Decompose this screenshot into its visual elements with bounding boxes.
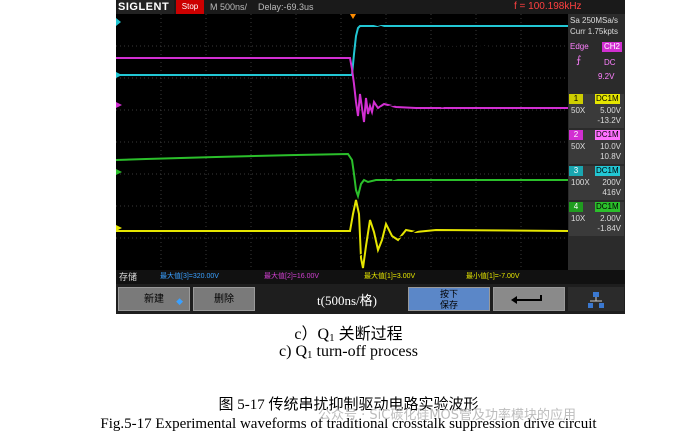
trigger-level: 9.2V	[598, 72, 615, 81]
channel-4-tag: 4	[569, 202, 583, 212]
trace-vgs-high	[116, 57, 568, 123]
channel-1-offset: -13.2V	[597, 116, 621, 125]
ids-label-scale: (5A/格)	[454, 157, 493, 171]
trigger-mode[interactable]: Edge	[570, 42, 589, 51]
channel-2-scale: 10.0V	[600, 142, 621, 151]
scope-brand: SIGLENT	[118, 0, 174, 14]
channel-1-scale: 5.00V	[600, 106, 621, 115]
ch1-ground-marker	[116, 225, 122, 231]
watermark: 公众号 · SiC碳化硅MOS管及功率模块的应用	[318, 408, 577, 423]
channel-1-coupling: DC1M	[595, 94, 620, 104]
record-length: Curr 1.75kpts	[570, 27, 619, 36]
subfigure-caption-cn-pre: c）Q	[294, 326, 330, 343]
subfigure-caption-en-sub: 1	[307, 349, 313, 361]
save-button-line-2: 保存	[439, 300, 458, 310]
channel-2-probe: 50X	[571, 142, 586, 151]
vds-annotation: VdsH(200V/格)	[422, 33, 494, 51]
channel-4-offset: -1.84V	[597, 224, 621, 233]
channel-4-box[interactable]: 4 DC1M 10X 2.00V -1.84V	[569, 202, 624, 236]
vgsl-label-scale: (5V/格)	[468, 212, 507, 226]
vgs-label-sub: gsH	[440, 98, 454, 108]
menu-title: 存储	[119, 272, 138, 282]
oscilloscope-screen: SIGLENT Stop M 500ns/ Delay:-69.3us f = …	[116, 0, 625, 314]
subfigure-caption-en-post: turn-off process	[312, 343, 418, 360]
channel-3-probe: 100X	[571, 178, 590, 187]
new-button-label: 新建	[144, 294, 164, 305]
timebase-readout[interactable]: M 500ns/	[210, 2, 248, 12]
channel-3-box[interactable]: 3 DC1M 100X 200V 416V	[569, 166, 624, 200]
trigger-state-badge[interactable]: Stop	[176, 0, 204, 14]
ch2-ground-marker	[116, 102, 122, 108]
peak-max-annotation: 3.0V	[380, 195, 404, 209]
measurement-max-ch3: 最大值[3]=320.00V	[160, 273, 219, 280]
new-button[interactable]: 新建 ◆	[118, 287, 190, 311]
frequency-readout: f = 100.198kHz	[514, 1, 582, 12]
channel-2-tag: 2	[569, 130, 583, 140]
vds-label-sub: dsH	[430, 42, 444, 52]
channel-1-probe: 50X	[571, 106, 586, 115]
ids-label-sub: dsH	[441, 164, 455, 174]
add-icon: ◆	[176, 296, 183, 306]
measurement-min-ch1: 最小值[1]=-7.00V	[466, 273, 520, 280]
time-axis-label: t(500ns/格)	[317, 293, 377, 308]
vgsl-label-main: V	[448, 212, 457, 226]
channel-info-panel: Sa 250MSa/s Curr 1.75kpts Edge CH2 ⨍ DC …	[568, 14, 625, 270]
return-arrow-icon	[511, 295, 542, 304]
save-button-line-1: 按下	[439, 289, 458, 299]
channel-3-scale: 200V	[602, 178, 621, 187]
ids-label-main: i	[438, 157, 442, 171]
waveform-display	[116, 14, 568, 270]
trigger-source[interactable]: CH2	[602, 42, 623, 52]
channel-2-coupling: DC1M	[595, 130, 620, 140]
subfigure-caption-cn: c）Q1 关断过程	[0, 320, 697, 344]
delay-readout[interactable]: Delay:-69.3us	[258, 2, 314, 12]
vds-label-scale: (200V/格)	[443, 35, 494, 49]
figure-caption-cn: 图 5-17 传统串扰抑制驱动电路实验波形	[218, 397, 479, 413]
peak-min-annotation: -7.0V	[308, 252, 336, 266]
channel-1-box[interactable]: 1 DC1M 50X 5.00V -13.2V	[569, 94, 624, 128]
soft-menu-bar: 新建 ◆ 删除 按下 保存	[116, 284, 625, 314]
subfigure-caption-cn-sub: 1	[329, 332, 335, 344]
vgs-label-main: V	[432, 91, 441, 105]
trigger-coupling: DC	[604, 58, 616, 67]
channel-4-probe: 10X	[571, 214, 586, 223]
subfigure-caption-cn-post: 关断过程	[334, 326, 403, 343]
channel-3-offset: 416V	[602, 188, 621, 197]
trigger-position-marker	[350, 14, 356, 19]
channel-1-tag: 1	[569, 94, 583, 104]
channel-4-scale: 2.00V	[600, 214, 621, 223]
vds-label-main: V	[422, 35, 431, 49]
channel-2-offset: 10.8V	[600, 152, 621, 161]
scope-top-bar: SIGLENT Stop M 500ns/ Delay:-69.3us f = …	[116, 0, 625, 14]
return-button[interactable]	[493, 287, 565, 311]
measurement-max-ch1: 最大值[1]=3.00V	[364, 273, 416, 280]
vgsl-annotation: VgsL(5V/格)	[448, 210, 507, 228]
trigger-slope-icon: ⨍	[576, 55, 582, 66]
vgs-label-scale: (10V/格)	[453, 91, 498, 105]
subfigure-caption-en-pre: c) Q	[279, 343, 308, 360]
ids-annotation: idsH(5A/格)	[438, 155, 492, 173]
sample-rate: Sa 250MSa/s	[570, 16, 619, 25]
channel-4-coupling: DC1M	[595, 202, 620, 212]
trace-vgs-low	[116, 199, 568, 269]
channel-3-coupling: DC1M	[595, 166, 620, 176]
figure-caption-en: Fig.5-17 Experimental waveforms of tradi…	[100, 416, 597, 432]
ch4-ground-marker	[116, 169, 122, 175]
annotation-leaders	[0, 0, 697, 320]
subfigure-caption-en: c) Q1 turn-off process	[0, 343, 697, 361]
measurement-max-ch2: 最大值[2]=16.00V	[264, 273, 320, 280]
network-status	[568, 287, 624, 311]
measurement-bar: 存储 最大值[3]=320.00V 最大值[2]=16.00V 最大值[1]=3…	[116, 270, 625, 284]
vgsl-label-sub: gsL	[456, 219, 469, 229]
trace-ids	[116, 152, 568, 200]
network-icon	[588, 292, 604, 308]
cursor-left-marker	[116, 18, 121, 26]
channel-2-box[interactable]: 2 DC1M 50X 10.0V 10.8V	[569, 130, 624, 164]
delete-button-label: 删除	[214, 294, 234, 305]
delete-button[interactable]: 删除	[193, 287, 255, 311]
channel-3-tag: 3	[569, 166, 583, 176]
vgs-annotation: VgsH(10V/格)	[432, 89, 498, 107]
save-button[interactable]: 按下 保存	[408, 287, 490, 311]
ch3-ground-marker	[116, 72, 122, 78]
